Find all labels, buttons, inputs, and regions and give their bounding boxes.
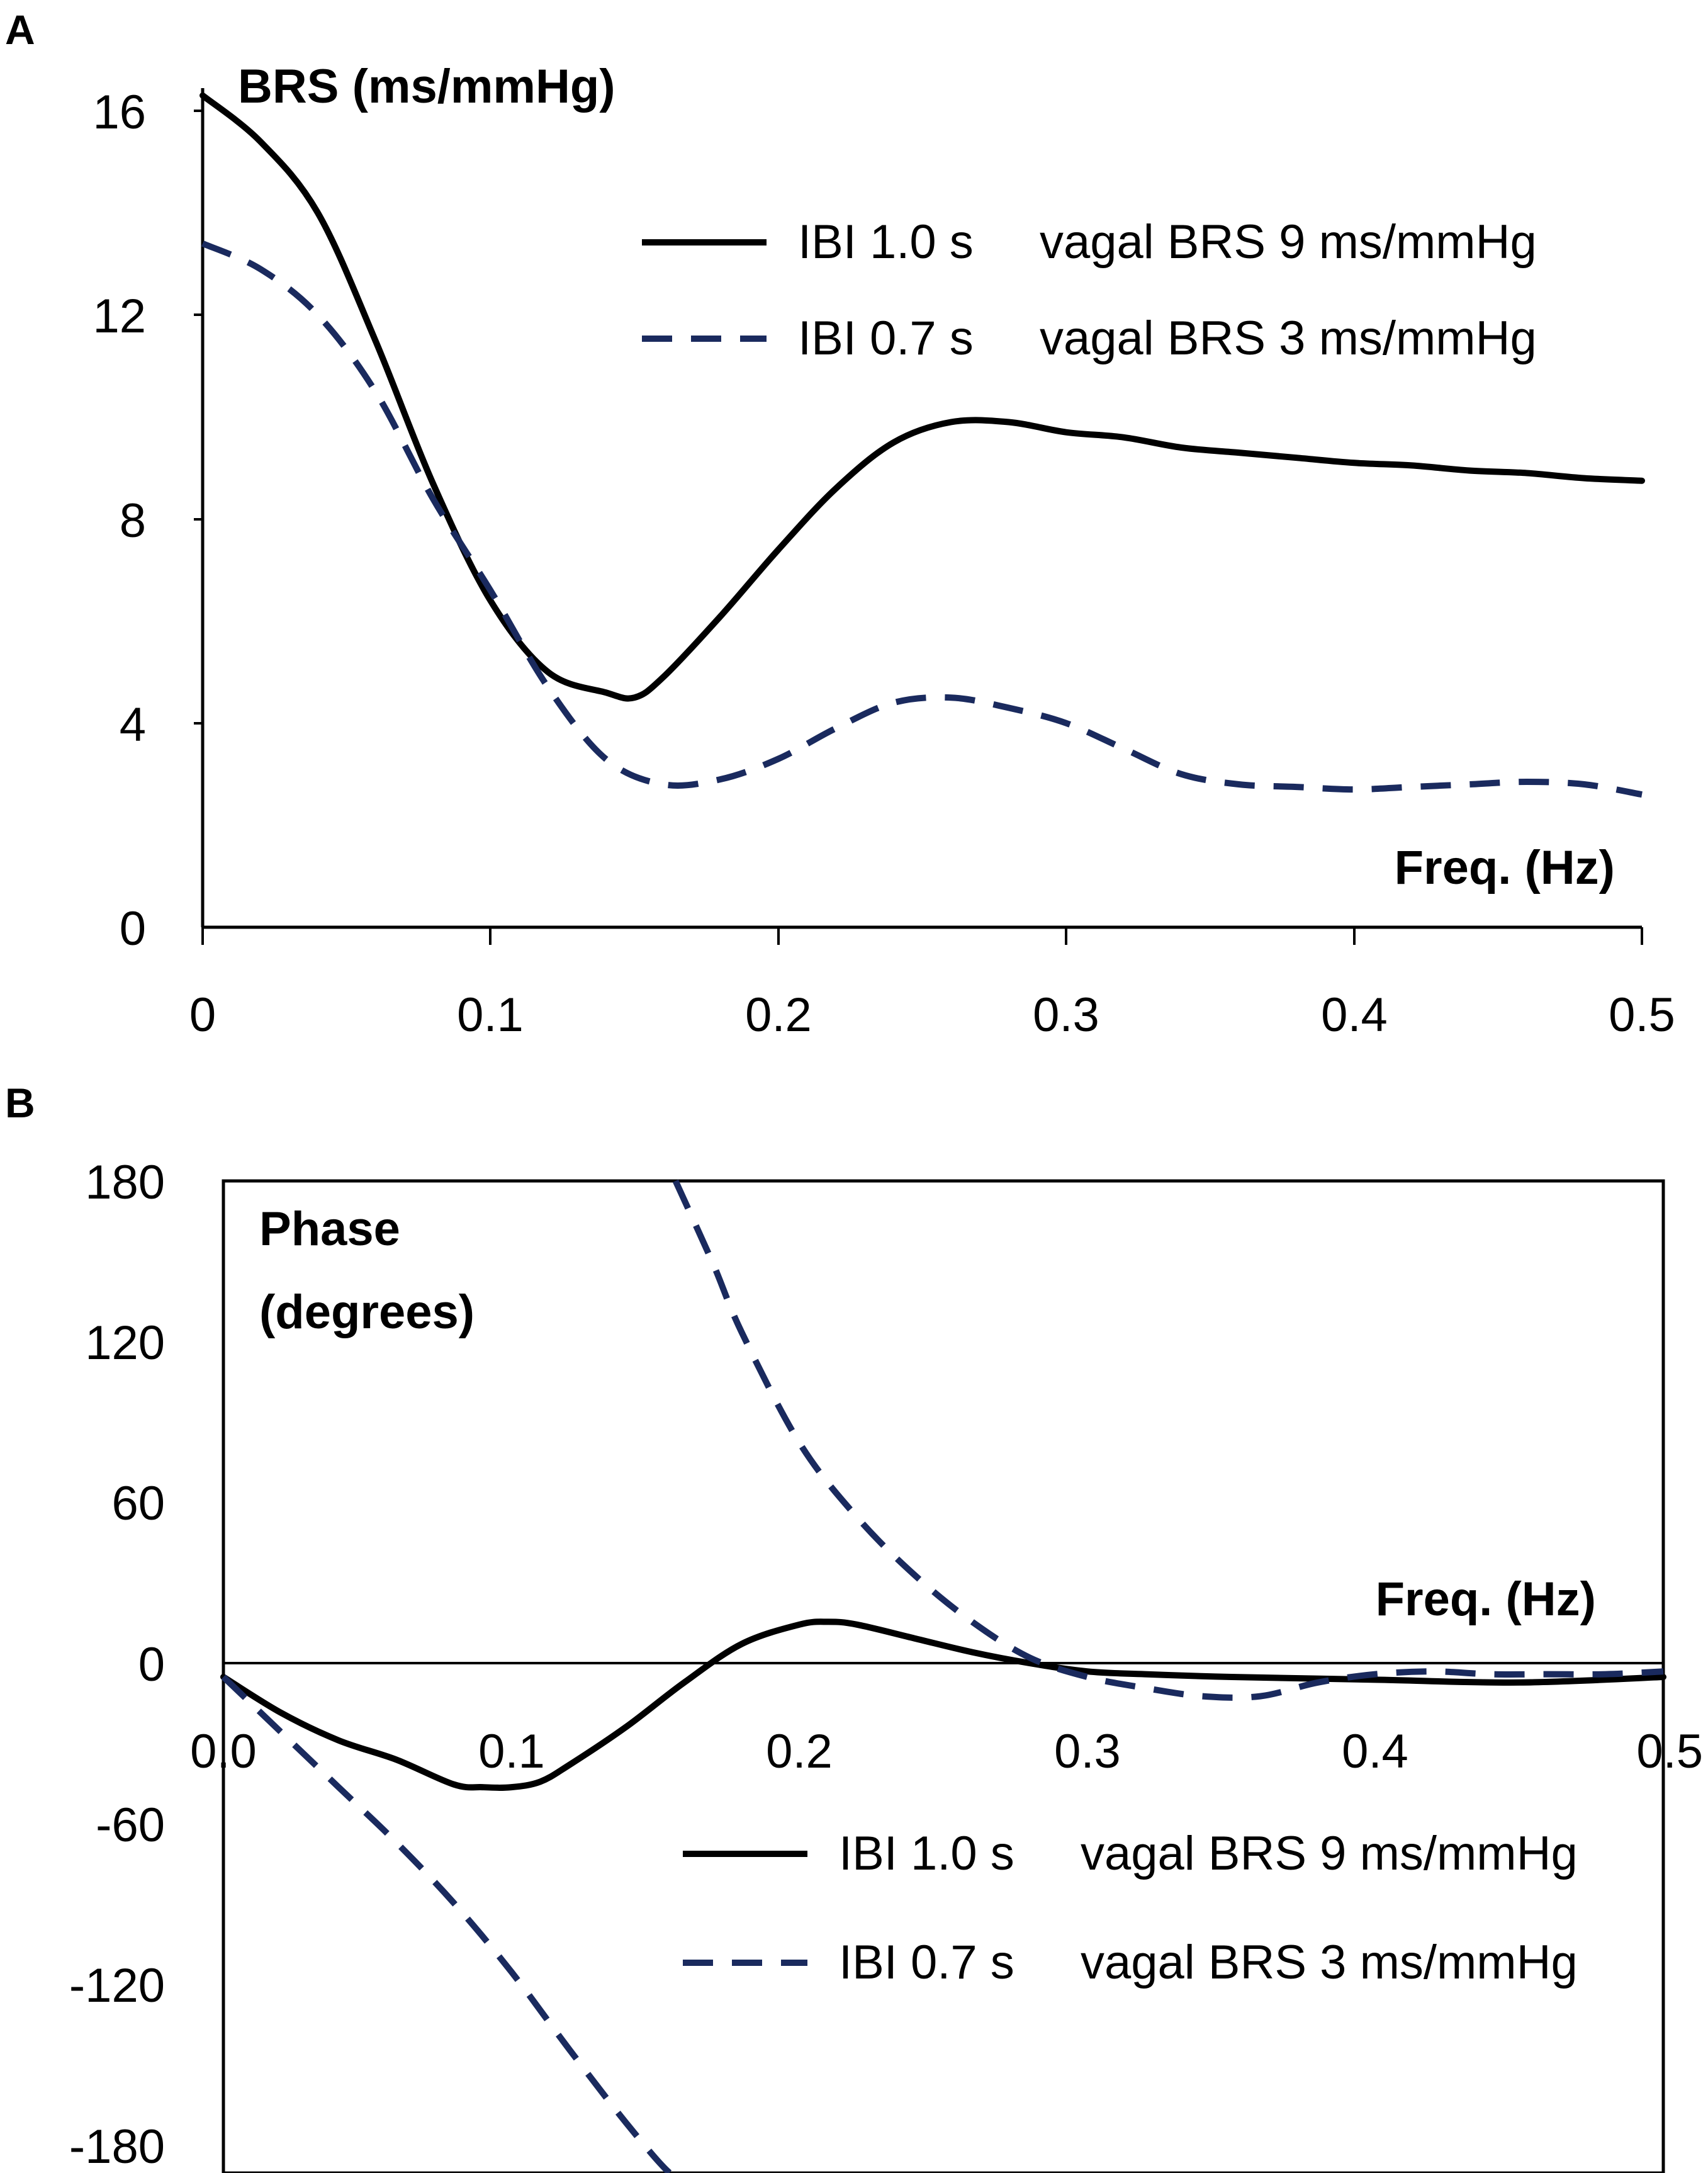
panel-b-y-tick-label: 180 [85,1156,165,1209]
panel-b-series-ibi-0-7-line-upper [672,1179,1664,1701]
panel-b-y-tick-label: -120 [69,1959,165,2012]
panel-b: B 180 120 60 0 -60 -120 -180 0.0 0.1 0.2… [5,1080,1703,2173]
panel-b-legend-solid-name: IBI 1.0 s [839,1827,1014,1880]
panel-a-y-tick-label: 16 [93,86,146,139]
panel-b-y-tick-label: -60 [96,1798,165,1852]
panel-b-x-tick-label: 0.1 [478,1725,545,1778]
panel-a-series-ibi-1-0-line [199,92,1645,702]
panel-b-series-ibi-0-7-line-lower [221,1674,685,2173]
panel-b-y-tick-label: 60 [111,1477,165,1530]
panel-a-x-tick-label: 0.4 [1321,988,1388,1042]
panel-a-y-tick-label: 0 [120,902,146,956]
panel-a-letter: A [5,6,35,53]
panel-b-y-axis-title-line1: Phase [259,1202,400,1256]
panel-b-y-tick-label: 120 [85,1316,165,1370]
panel-a-x-tick-label: 0.3 [1033,988,1099,1042]
panel-a-x-tick-label: 0 [189,988,216,1042]
panel-b-letter: B [5,1080,35,1126]
panel-a-y-tick-label: 12 [93,290,146,343]
panel-a-legend-dashed-desc: vagal BRS 3 ms/mmHg [1040,312,1537,365]
panel-b-legend: IBI 1.0 s vagal BRS 9 ms/mmHg IBI 0.7 s … [683,1827,1578,1989]
panel-b-x-axis-title: Freq. (Hz) [1376,1572,1596,1626]
panel-b-x-tick-label: 0.4 [1342,1725,1408,1778]
panel-b-y-ticks: 180 120 60 0 -60 -120 -180 [69,1156,165,2173]
panel-b-x-tick-label: 0.2 [766,1725,833,1778]
panel-a-y-tick-label: 8 [120,494,146,548]
panel-a-y-ticks: 16 12 8 4 0 [93,86,203,956]
panel-b-y-tick-label: 0 [138,1638,165,1691]
panel-a-legend-solid-name: IBI 1.0 s [798,215,974,269]
panel-a-legend: IBI 1.0 s vagal BRS 9 ms/mmHg IBI 0.7 s … [642,215,1537,365]
panel-b-x-ticks: 0.0 0.1 0.2 0.3 0.4 0.5 [190,1725,1703,1778]
panel-a-x-tick-label: 0.1 [457,988,524,1042]
panel-a-series-ibi-0-7-line [201,240,1643,798]
panel-b-y-tick-label: -180 [69,2120,165,2173]
panel-a-legend-solid-desc: vagal BRS 9 ms/mmHg [1040,215,1537,269]
panel-a-y-tick-label: 4 [120,698,146,752]
panel-a-legend-dashed-name: IBI 0.7 s [798,312,974,365]
panel-b-x-tick-label: 0.0 [190,1725,257,1778]
panel-b-legend-dashed-desc: vagal BRS 3 ms/mmHg [1081,1936,1578,1989]
panel-b-series-ibi-1-0-line [220,1618,1666,1791]
panel-b-legend-solid-desc: vagal BRS 9 ms/mmHg [1081,1827,1578,1880]
panel-a-x-axis-title: Freq. (Hz) [1395,841,1615,895]
panel-b-x-tick-label: 0.3 [1054,1725,1121,1778]
panel-b-legend-dashed-name: IBI 0.7 s [839,1936,1014,1989]
panel-b-y-axis-title-line2: (degrees) [259,1285,475,1339]
panel-a-x-tick-label: 0.5 [1609,988,1675,1042]
panel-a-y-axis-title: BRS (ms/mmHg) [238,60,615,113]
panel-b-x-tick-label: 0.5 [1636,1725,1703,1778]
panel-a-x-ticks: 0 0.1 0.2 0.3 0.4 0.5 [189,927,1675,1042]
panel-a: A 16 12 8 4 0 0 0.1 0.2 0.3 0.4 0.5 [5,6,1675,1042]
panel-a-x-tick-label: 0.2 [745,988,812,1042]
